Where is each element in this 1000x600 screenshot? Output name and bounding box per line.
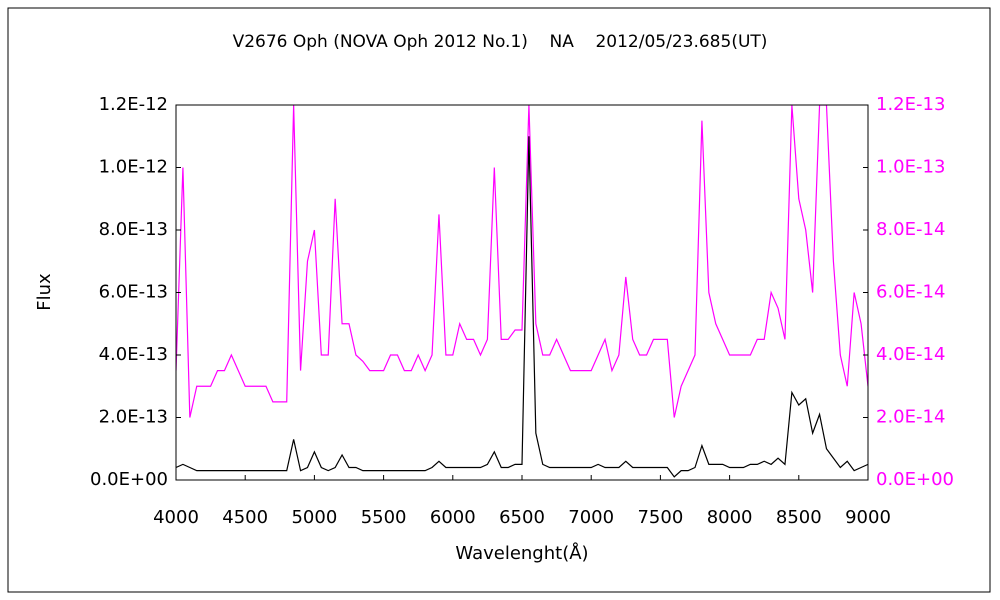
chart-title: V2676 Oph (NOVA Oph 2012 No.1) NA 2012/0… bbox=[233, 32, 768, 52]
y-tick-label: 4.0E-13 bbox=[99, 344, 168, 365]
y2-tick-label: 1.2E-13 bbox=[876, 94, 945, 115]
plot-lines bbox=[176, 105, 868, 478]
x-axis-label: Wavelenght(Å) bbox=[455, 542, 588, 564]
spectrum-line bbox=[176, 136, 868, 478]
x-tick-label: 5000 bbox=[291, 507, 337, 528]
y-tick-label: 6.0E-13 bbox=[99, 282, 168, 303]
x-tick-label: 6500 bbox=[499, 507, 545, 528]
y-tick-label: 2.0E-13 bbox=[99, 407, 168, 428]
y2-tick-label: 0.0E+00 bbox=[876, 469, 954, 490]
y2-tick-label: 6.0E-14 bbox=[876, 282, 945, 303]
y2-tick-label: 4.0E-14 bbox=[876, 344, 945, 365]
y2-tick-label: 2.0E-14 bbox=[876, 407, 945, 428]
x-tick-label: 7000 bbox=[568, 507, 614, 528]
spectrum-line bbox=[176, 105, 868, 418]
y2-tick-label: 1.0E-13 bbox=[876, 157, 945, 178]
y-axis-label: Flux bbox=[34, 273, 55, 311]
x-tick-label: 8500 bbox=[776, 507, 822, 528]
x-tick-label: 7500 bbox=[637, 507, 683, 528]
x-tick-label: 8000 bbox=[707, 507, 753, 528]
x-tick-label: 9000 bbox=[845, 507, 891, 528]
y-tick-label: 1.0E-12 bbox=[99, 157, 168, 178]
y-tick-label: 1.2E-12 bbox=[99, 94, 168, 115]
y2-tick-label: 8.0E-14 bbox=[876, 219, 945, 240]
x-tick-label: 4500 bbox=[222, 507, 268, 528]
x-tick-label: 6000 bbox=[430, 507, 476, 528]
y-tick-label: 0.0E+00 bbox=[90, 469, 168, 490]
y-tick-label: 8.0E-13 bbox=[99, 219, 168, 240]
x-tick-label: 4000 bbox=[153, 507, 199, 528]
x-tick-label: 5500 bbox=[361, 507, 407, 528]
